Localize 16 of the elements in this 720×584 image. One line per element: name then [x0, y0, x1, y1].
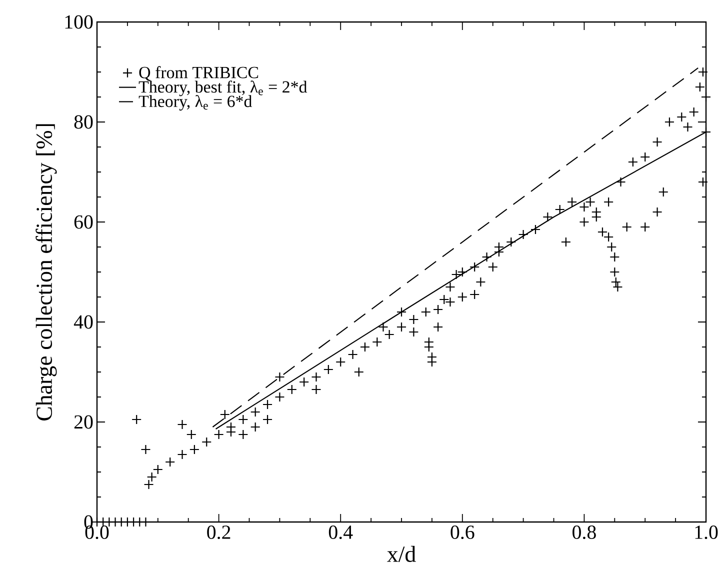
y-tick-label: 20: [74, 415, 93, 429]
legend-label: Q from TRIBICC: [139, 66, 258, 81]
x-tick-label: 0.6: [450, 526, 474, 540]
x-tick-label: 0.4: [328, 526, 353, 540]
x-axis-title: x/d: [387, 546, 416, 562]
y-tick-label: 80: [74, 115, 93, 129]
legend-label: Theory, best fit, λ$_{e}$ = 2*d: [138, 80, 308, 96]
y-tick-label: 60: [74, 215, 93, 229]
y-axis-title: Charge collection efficiency [%]: [36, 124, 57, 420]
y-tick-label: 40: [74, 315, 93, 329]
x-tick-label: 1.0: [695, 526, 718, 540]
line-series: [215, 131, 707, 430]
y-tick-label: 100: [65, 15, 93, 29]
legend-label: Theory, λ$_{e}$ = 6*d: [138, 94, 252, 111]
x-tick-label: 0.2: [207, 526, 230, 540]
x-tick-label: 0.8: [572, 526, 596, 540]
